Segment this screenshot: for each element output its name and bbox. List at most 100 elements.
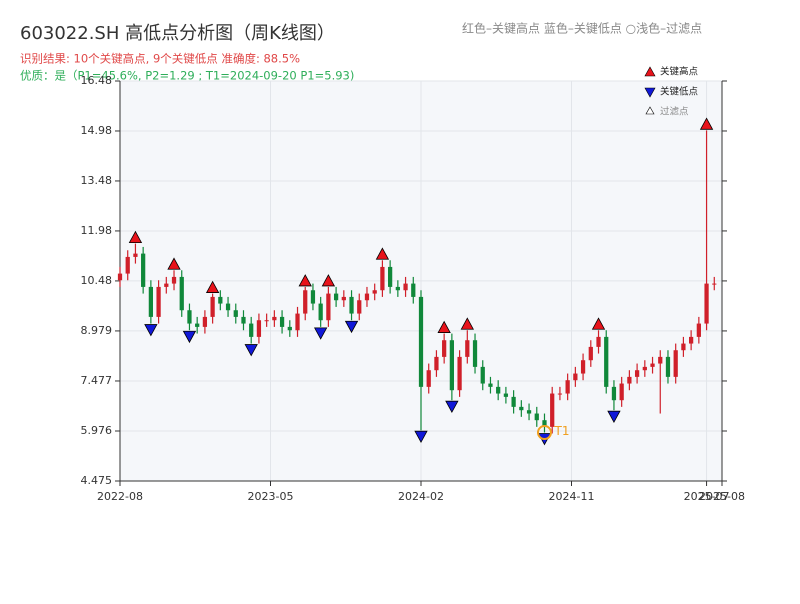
legend-label: 过滤点	[660, 106, 689, 118]
candle-body	[457, 356, 462, 391]
candle-body	[619, 383, 624, 401]
candle-body	[418, 296, 424, 387]
legend-note: 红色–关键高点 蓝色–关键低点 ○浅色–过滤点	[462, 21, 702, 36]
annotation-circle	[536, 425, 552, 441]
candle-body	[117, 273, 123, 281]
key-low-marker	[182, 330, 197, 344]
candle-body	[480, 366, 485, 384]
x-tick-label: 2024-11	[549, 490, 595, 503]
candle-body	[249, 323, 254, 337]
candle-body	[611, 386, 617, 401]
candle-body	[187, 310, 192, 324]
candle-body	[380, 266, 385, 291]
candle-body	[534, 413, 539, 421]
candle-body	[580, 360, 586, 374]
y-tick-label: 4.475	[81, 474, 113, 487]
candle-body	[465, 340, 470, 357]
key-high-marker	[321, 274, 336, 287]
candle-body	[712, 283, 717, 285]
candle-body	[326, 293, 331, 321]
y-tick-label: 16.48	[81, 74, 113, 87]
candle-body	[526, 410, 532, 414]
candle-body	[434, 356, 439, 371]
candle-body	[279, 316, 285, 327]
candle-body	[634, 370, 640, 377]
candle-body	[442, 340, 447, 357]
candle-body	[642, 366, 647, 371]
candle-body	[519, 406, 524, 411]
chart-title: 603022.SH 高低点分析图（周K线图）	[20, 23, 335, 44]
candle-body	[650, 363, 655, 367]
candle-body	[225, 303, 231, 311]
key-low-marker	[313, 327, 328, 340]
key-high-marker	[591, 317, 606, 330]
candle-body	[318, 303, 323, 321]
candle-body	[604, 336, 609, 387]
candle-body	[233, 310, 238, 317]
candle-body	[565, 380, 570, 394]
candle-body	[696, 323, 701, 337]
candle-body	[488, 383, 493, 387]
subtitle: 识别结果: 10个关键高点, 9个关键低点 准确度: 88.5%	[20, 52, 300, 66]
candle-body	[411, 283, 416, 297]
candle-body	[395, 286, 400, 291]
candle-body	[218, 296, 223, 304]
candle-body	[704, 283, 709, 324]
key-high-marker	[205, 280, 220, 293]
y-tick-label: 10.48	[81, 274, 113, 287]
candle-body	[295, 313, 300, 331]
key-low-marker	[244, 344, 258, 357]
candle-body	[148, 286, 153, 317]
candle-body	[557, 393, 563, 395]
candle-body	[264, 320, 269, 322]
candle-body	[503, 393, 509, 397]
candle-body	[665, 356, 671, 377]
x-tick-label: 2024-02	[398, 490, 444, 503]
candle-body	[511, 396, 516, 407]
candle-body	[156, 286, 161, 317]
candle-body	[403, 283, 408, 291]
x-tick-label: 2025-07	[684, 490, 730, 503]
candle-body	[171, 276, 177, 284]
candle-body	[287, 326, 292, 331]
legend-icon	[644, 66, 656, 77]
candle-body	[357, 300, 362, 314]
key-high-marker	[375, 247, 390, 260]
candle-body	[195, 323, 200, 327]
y-tick-label: 14.98	[81, 124, 113, 137]
candle-body	[426, 370, 431, 387]
legend-icon	[644, 87, 656, 98]
key-low-marker	[414, 430, 428, 444]
candle-body	[272, 316, 277, 321]
candle-body	[550, 393, 555, 427]
x-tick-label: 2023-05	[248, 490, 294, 503]
candle-body	[333, 293, 339, 301]
y-tick-label: 13.48	[81, 174, 113, 187]
key-low-marker	[607, 410, 621, 424]
candle-body	[627, 376, 632, 384]
key-high-marker	[128, 230, 143, 243]
legend-label: 关键高点	[660, 66, 699, 78]
candle-body	[141, 253, 146, 287]
candle-body	[341, 296, 346, 301]
candle-body	[496, 386, 501, 394]
key-low-marker	[445, 400, 459, 414]
candle-body	[179, 276, 184, 311]
candle-body	[310, 290, 316, 304]
key-high-marker	[167, 257, 181, 270]
x-tick-label: 2022-08	[97, 490, 143, 503]
candle-body	[681, 343, 686, 351]
candle-body	[689, 336, 694, 344]
key-high-marker	[437, 320, 451, 333]
candle-body	[364, 293, 370, 301]
y-tick-label: 8.979	[81, 324, 113, 337]
candle-body	[210, 296, 215, 317]
candle-body	[256, 320, 262, 337]
y-tick-label: 11.98	[81, 224, 113, 237]
candle-body	[588, 346, 593, 361]
key-low-marker	[144, 324, 158, 337]
key-low-marker	[344, 320, 359, 334]
candle-body	[202, 316, 208, 327]
candle-body	[133, 253, 138, 257]
